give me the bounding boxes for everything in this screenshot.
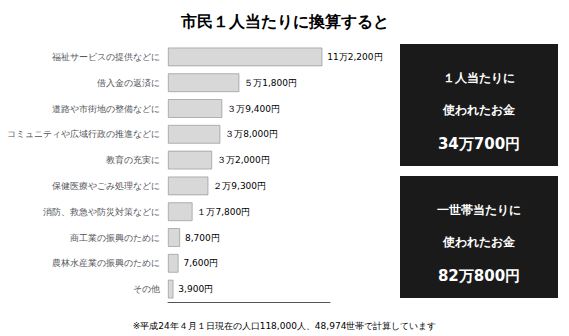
svg-text:１人当たりに: １人当たりに (443, 71, 515, 85)
svg-text:その他: その他 (133, 284, 160, 294)
svg-text:１万7,800円: １万7,800円 (197, 207, 250, 217)
svg-text:3,900円: 3,900円 (178, 284, 213, 294)
svg-text:市民１人当たりに換算すると: 市民１人当たりに換算すると (180, 12, 389, 31)
svg-text:２万9,300円: ２万9,300円 (213, 181, 266, 191)
svg-text:教育の充実に: 教育の充実に (106, 155, 160, 165)
svg-text:消防、救急や防災対策などに: 消防、救急や防災対策などに (43, 207, 160, 217)
svg-text:7,600円: 7,600円 (183, 258, 218, 268)
svg-text:34万700円: 34万700円 (438, 135, 520, 153)
svg-text:使われたお金: 使われたお金 (442, 235, 516, 249)
svg-text:保健医療やごみ処理などに: 保健医療やごみ処理などに (52, 181, 160, 191)
svg-text:３万2,000円: ３万2,000円 (217, 155, 270, 165)
svg-text:※平成24年４月１日現在の人口118,000人、48,974: ※平成24年４月１日現在の人口118,000人、48,974世帯で計算しています (133, 321, 437, 331)
svg-text:使われたお金: 使われたお金 (442, 103, 516, 117)
svg-text:借入金の返済に: 借入金の返済に (97, 78, 160, 88)
svg-text:農林水産業の振興のために: 農林水産業の振興のために (52, 258, 160, 268)
svg-text:一世帯当たりに: 一世帯当たりに (437, 203, 521, 217)
svg-text:５万1,800円: ５万1,800円 (244, 78, 297, 88)
svg-text:8,700円: 8,700円 (185, 233, 220, 243)
svg-text:３万8,000円: ３万8,000円 (225, 129, 278, 139)
svg-text:82万800円: 82万800円 (438, 267, 520, 285)
svg-text:福祉サービスの提供などに: 福祉サービスの提供などに (52, 52, 160, 62)
svg-text:コミュニティや広域行政の推進などに: コミュニティや広域行政の推進などに (7, 129, 160, 139)
svg-text:道路や市街地の整備などに: 道路や市街地の整備などに (52, 104, 160, 114)
svg-text:11万2,200円: 11万2,200円 (327, 52, 382, 62)
svg-text:商工業の振興のために: 商工業の振興のために (70, 233, 160, 243)
svg-text:３万9,400円: ３万9,400円 (227, 104, 280, 114)
